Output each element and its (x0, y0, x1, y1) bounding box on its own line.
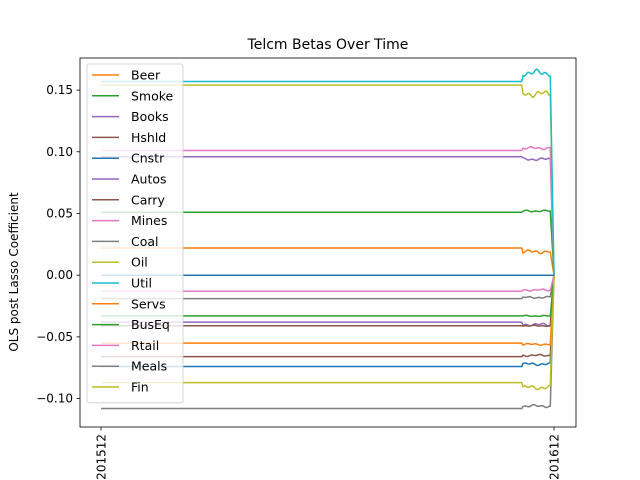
legend-label: Oil (131, 255, 148, 270)
axes-frame (79, 57, 577, 428)
legend-label: Coal (131, 234, 159, 249)
legend-label: Util (131, 276, 152, 291)
y-tick-label: 0.10 (46, 145, 73, 159)
legend-label: BusEq (131, 317, 170, 332)
legend-label: Meals (131, 359, 167, 374)
y-tick-label: 0.05 (46, 206, 73, 220)
legend: Beer Smoke Books Hshld Cnstr Autos Carry Mines C… (86, 63, 184, 404)
y-tick-label: −0.05 (36, 330, 73, 344)
legend-label: Cnstr (131, 151, 165, 166)
y-tick-label: 0.00 (46, 268, 73, 282)
legend-box (86, 63, 184, 404)
legend-label: Hshld (131, 130, 166, 145)
y-tick-label: 0.15 (46, 83, 73, 97)
legend-label: Beer (131, 68, 161, 83)
legend-label: Books (131, 109, 169, 124)
series-line-meals (101, 275, 555, 410)
legend-label: Smoke (131, 88, 174, 103)
legend-label: Mines (131, 213, 167, 228)
x-tick-label: 201512 (95, 434, 109, 480)
y-axis-label: OLS post Lasso Coefficient (7, 192, 21, 352)
legend-label: Servs (131, 296, 166, 311)
legend-label: Autos (131, 172, 167, 187)
legend-label: Rtail (131, 338, 159, 353)
legend-label: Fin (131, 380, 149, 395)
x-tick-label: 201612 (548, 434, 562, 480)
legend-label: Carry (131, 192, 165, 207)
chart-title: Telcm Betas Over Time (247, 37, 409, 53)
axes: −0.10 −0.05 0.00 0.05 0.10 0.15 201512 201612 (36, 57, 577, 480)
y-tick-label: −0.10 (36, 392, 73, 406)
